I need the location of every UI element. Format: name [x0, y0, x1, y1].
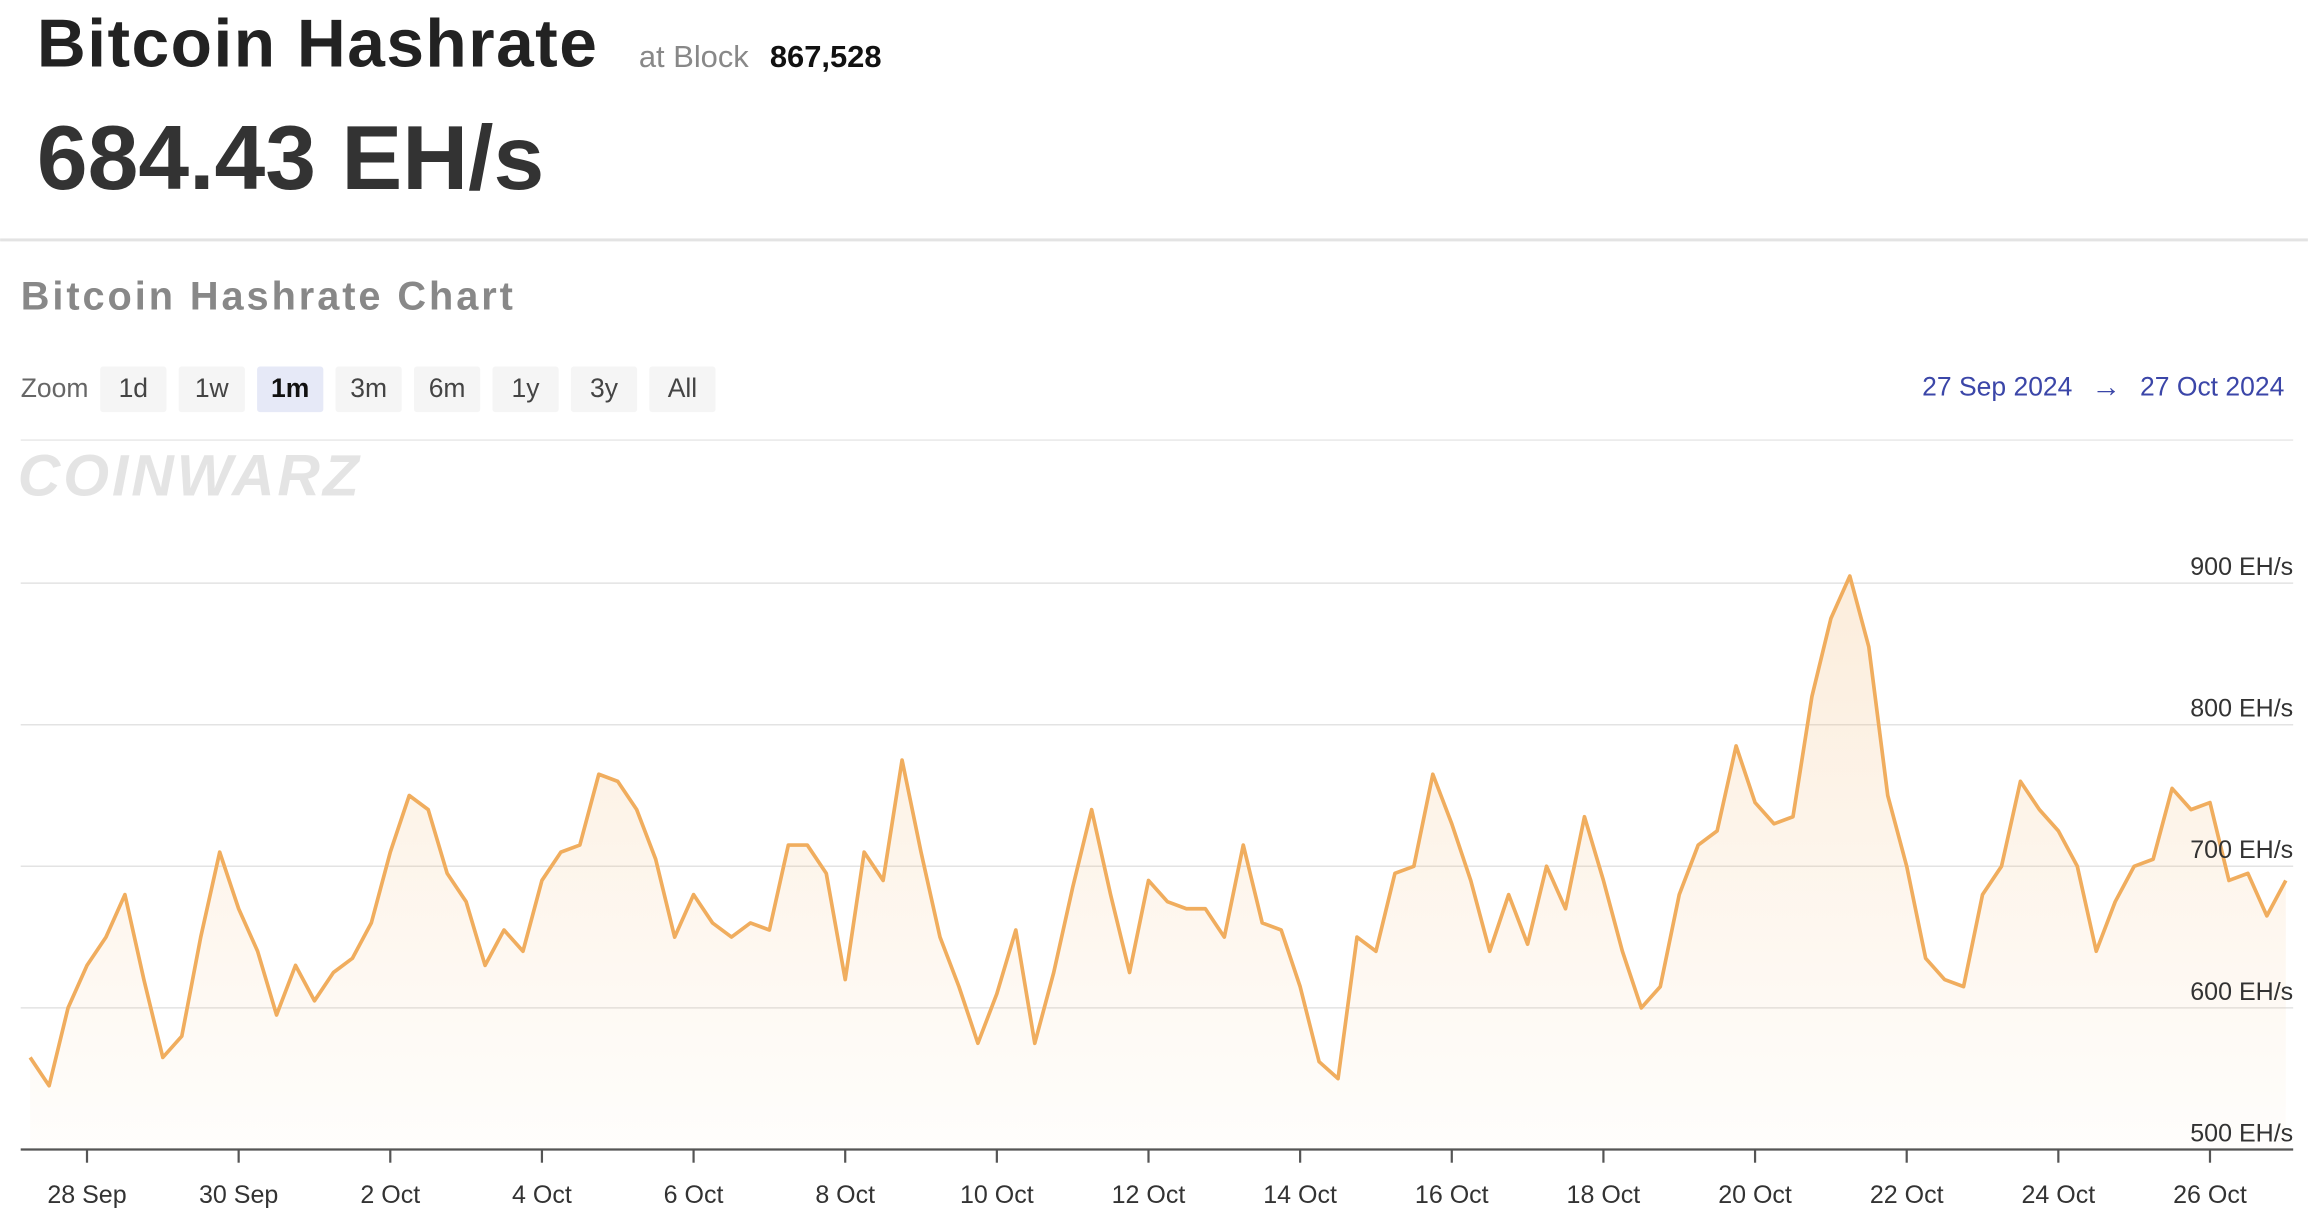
zoom-button-label: 1w [195, 373, 230, 403]
range-end: 27 Oct 2024 [2140, 372, 2284, 402]
zoom-button-bg [257, 366, 324, 413]
x-tick-label: 8 Oct [815, 1181, 875, 1209]
zoom-button-bg [335, 366, 402, 413]
zoom-button[interactable]: 1y [492, 366, 559, 413]
zoom-label: Zoom [21, 373, 89, 403]
y-tick-label: 500 EH/s [2190, 1119, 2293, 1147]
x-tick-label: 10 Oct [960, 1181, 1034, 1209]
x-tick-label: 2 Oct [360, 1181, 420, 1209]
x-tick-label: 14 Oct [1263, 1181, 1337, 1209]
zoom-button[interactable]: 3y [570, 366, 638, 413]
zoom-button-bg [492, 366, 559, 413]
zoom-button-bg [570, 366, 638, 413]
zoom-button-bg [649, 366, 716, 413]
zoom-button[interactable]: 1d [100, 366, 167, 413]
page-title: Bitcoin Hashrate [37, 6, 598, 81]
zoom-button-label: 1m [271, 373, 309, 403]
x-tick-label: 18 Oct [1567, 1181, 1641, 1209]
x-tick-label: 28 Sep [47, 1181, 126, 1209]
range-start: 27 Sep 2024 [1922, 372, 2072, 402]
chart-title: Bitcoin Hashrate Chart [21, 274, 516, 318]
hashrate-value: 684.43 EH/s [37, 107, 544, 209]
y-tick-label: 700 EH/s [2190, 836, 2293, 864]
zoom-button[interactable]: 3m [335, 366, 402, 413]
zoom-button-bg [413, 366, 481, 413]
x-tick-label: 20 Oct [1718, 1181, 1792, 1209]
zoom-button[interactable]: 6m [413, 366, 481, 413]
x-tick-label: 12 Oct [1112, 1181, 1186, 1209]
x-tick-label: 24 Oct [2021, 1181, 2095, 1209]
series-area [30, 576, 2286, 1150]
x-tick-label: 30 Sep [199, 1181, 278, 1209]
series-line [28, 574, 2288, 1088]
x-tick-label: 16 Oct [1415, 1181, 1489, 1209]
x-tick-label: 6 Oct [664, 1181, 724, 1209]
zoom-button-label: 3y [590, 373, 619, 403]
x-tick-label: 26 Oct [2173, 1181, 2247, 1209]
zoom-button-bg [100, 366, 167, 413]
zoom-button-label: All [668, 373, 697, 403]
x-tick-label: 4 Oct [512, 1181, 572, 1209]
zoom-button[interactable]: All [649, 366, 716, 413]
block-number: 867,528 [770, 39, 882, 74]
zoom-button[interactable]: 1m [257, 366, 324, 413]
y-tick-label: 900 EH/s [2190, 553, 2293, 581]
x-tick-label: 22 Oct [1870, 1181, 1944, 1209]
zoom-button-label: 3m [350, 373, 387, 403]
range-arrow: → [2092, 370, 2121, 403]
block-prefix: at Block [639, 39, 749, 74]
y-tick-label: 800 EH/s [2190, 695, 2293, 723]
y-tick-label: 600 EH/s [2190, 978, 2293, 1006]
zoom-button[interactable]: 1w [178, 366, 245, 413]
header-divider [0, 238, 2308, 242]
zoom-button-bg [178, 366, 245, 413]
zoom-button-label: 1y [512, 373, 541, 403]
watermark: COINWARZ [18, 443, 362, 508]
zoom-button-label: 6m [429, 373, 466, 403]
zoom-button-label: 1d [119, 373, 148, 403]
